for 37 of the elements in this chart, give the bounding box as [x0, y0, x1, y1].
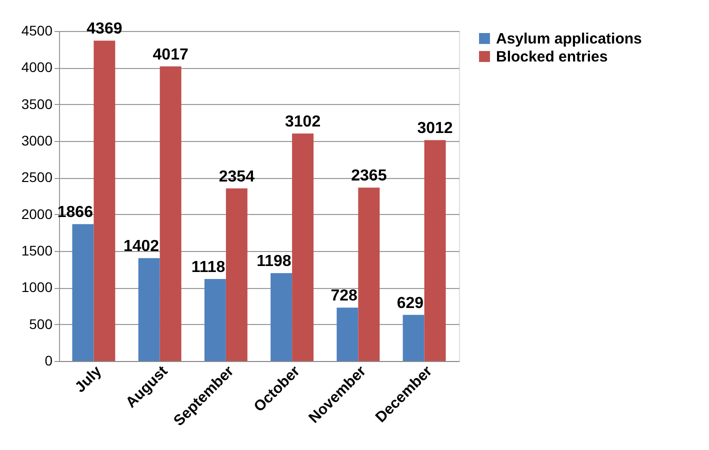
data-label: 1866	[57, 204, 94, 222]
data-label: 629	[396, 294, 424, 312]
bar	[204, 279, 226, 361]
data-label: 1198	[256, 253, 292, 270]
y-tick-label: 2500	[21, 169, 53, 186]
bar	[226, 188, 248, 361]
y-tick-label: 1500	[21, 242, 53, 258]
bar	[270, 273, 292, 361]
y-tick-label: 4000	[21, 59, 53, 76]
bar	[72, 224, 94, 361]
y-tick-label: 500	[29, 316, 53, 332]
y-tick-label: 0	[44, 352, 53, 368]
y-tick-label: 3500	[21, 96, 53, 112]
data-label: 2354	[218, 168, 255, 186]
x-tick-label: July	[72, 362, 106, 396]
y-tick-label: 3000	[21, 132, 53, 148]
data-label: 3102	[285, 114, 321, 131]
data-label: 728	[330, 288, 358, 305]
bar	[138, 258, 160, 361]
data-label: 1402	[123, 238, 160, 256]
data-label: 4017	[152, 46, 188, 64]
bar	[292, 134, 314, 361]
data-label: 2365	[351, 168, 387, 185]
bar	[402, 314, 424, 361]
bar	[160, 66, 182, 361]
data-label: 1118	[191, 259, 226, 276]
legend-label: Asylum applications	[496, 30, 642, 48]
y-tick-label: 2000	[21, 206, 53, 222]
legend-label: Blocked entries	[496, 48, 608, 66]
bar	[94, 40, 116, 361]
bar	[358, 188, 380, 361]
bar	[424, 140, 446, 361]
y-tick-label: 1000	[21, 279, 53, 296]
y-tick-label: 4500	[21, 22, 53, 38]
bar	[336, 308, 358, 361]
data-label: 3012	[417, 120, 453, 138]
data-label: 4369	[86, 20, 122, 38]
